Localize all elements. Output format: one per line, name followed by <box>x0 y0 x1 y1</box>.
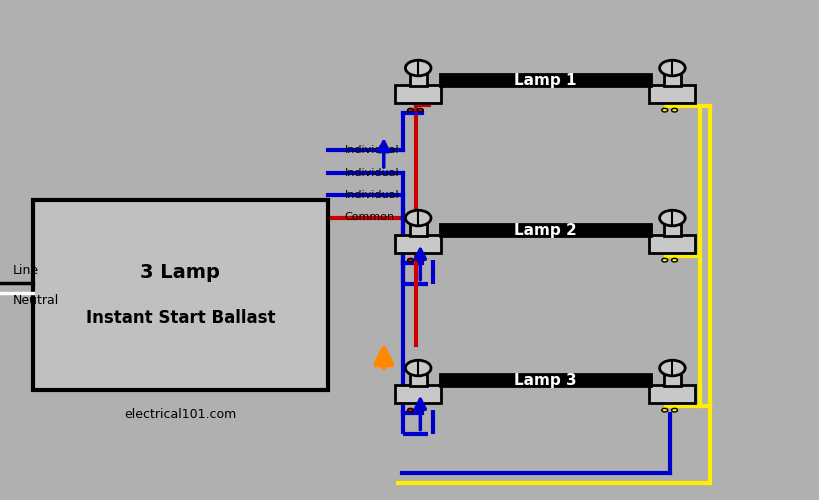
FancyBboxPatch shape <box>410 222 426 236</box>
FancyBboxPatch shape <box>395 85 441 103</box>
Circle shape <box>407 108 413 112</box>
Circle shape <box>658 60 685 76</box>
FancyBboxPatch shape <box>439 224 650 235</box>
FancyBboxPatch shape <box>410 372 426 386</box>
FancyBboxPatch shape <box>663 372 680 386</box>
FancyBboxPatch shape <box>663 222 680 236</box>
Text: Line: Line <box>12 264 38 276</box>
Circle shape <box>405 210 431 226</box>
Text: Common: Common <box>344 212 394 222</box>
Circle shape <box>658 360 685 376</box>
FancyBboxPatch shape <box>410 72 426 86</box>
Text: Individual: Individual <box>344 190 399 200</box>
Text: Individual: Individual <box>344 168 399 177</box>
Circle shape <box>671 408 676 412</box>
FancyBboxPatch shape <box>649 385 695 403</box>
FancyBboxPatch shape <box>395 235 441 253</box>
FancyBboxPatch shape <box>649 235 695 253</box>
Circle shape <box>417 408 423 412</box>
FancyBboxPatch shape <box>33 200 328 390</box>
Circle shape <box>405 60 431 76</box>
Circle shape <box>661 108 667 112</box>
FancyBboxPatch shape <box>439 374 650 386</box>
Circle shape <box>407 258 413 262</box>
FancyBboxPatch shape <box>439 74 650 86</box>
Circle shape <box>671 258 676 262</box>
Text: Instant Start Ballast: Instant Start Ballast <box>85 309 275 327</box>
Text: Lamp 3: Lamp 3 <box>514 372 576 388</box>
Circle shape <box>661 258 667 262</box>
Circle shape <box>407 408 413 412</box>
Circle shape <box>671 108 676 112</box>
Text: Lamp 1: Lamp 1 <box>514 72 576 88</box>
Text: Individual: Individual <box>344 145 399 155</box>
Circle shape <box>661 408 667 412</box>
Circle shape <box>417 258 423 262</box>
Circle shape <box>405 360 431 376</box>
Text: Lamp 2: Lamp 2 <box>514 222 576 238</box>
Circle shape <box>417 108 423 112</box>
Text: electrical101.com: electrical101.com <box>124 408 236 422</box>
Circle shape <box>658 210 685 226</box>
Text: Neutral: Neutral <box>12 294 58 306</box>
FancyBboxPatch shape <box>395 385 441 403</box>
Text: 3 Lamp: 3 Lamp <box>140 262 220 281</box>
FancyBboxPatch shape <box>663 72 680 86</box>
FancyBboxPatch shape <box>649 85 695 103</box>
